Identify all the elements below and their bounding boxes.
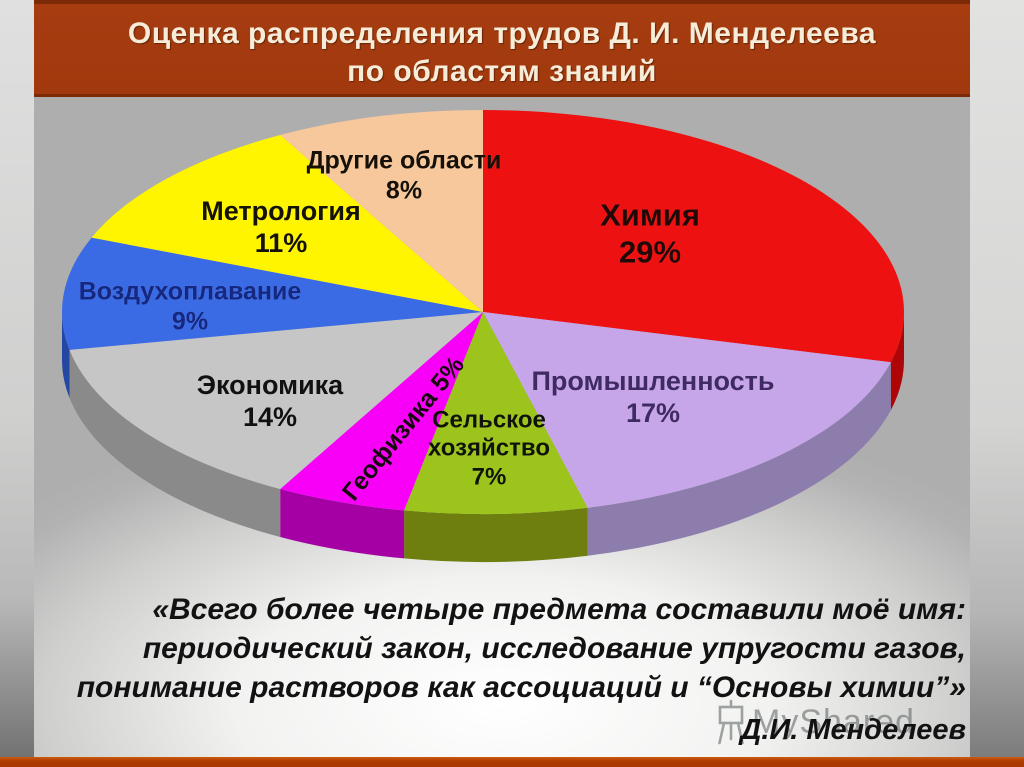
bottom-accent-bar <box>0 757 1024 767</box>
page-title-line-1: Оценка распределения трудов Д. И. Мендел… <box>127 17 877 50</box>
right-margin <box>970 0 1024 767</box>
quote-line-1: «Всего более четыре предмета составили м… <box>152 593 966 626</box>
quote-attribution: Д.И. Менделеев <box>740 714 966 746</box>
myshared-watermark[interactable]: MyShared <box>716 698 915 746</box>
page-title-line-2: по областям знаний <box>347 55 657 88</box>
quote-line-3: понимание растворов как ассоциаций и “Ос… <box>76 671 966 704</box>
easel-icon <box>718 699 744 745</box>
quote-block: «Всего более четыре предмета составили м… <box>74 590 966 750</box>
slide-title-bar: Оценка распределения трудов Д. И. Мендел… <box>34 0 970 97</box>
quote-line-2: периодический закон, исследование упруго… <box>142 632 966 665</box>
slide: Оценка распределения трудов Д. И. Мендел… <box>34 0 970 757</box>
watermark-label: MyShared <box>752 702 915 741</box>
left-margin <box>0 0 34 767</box>
